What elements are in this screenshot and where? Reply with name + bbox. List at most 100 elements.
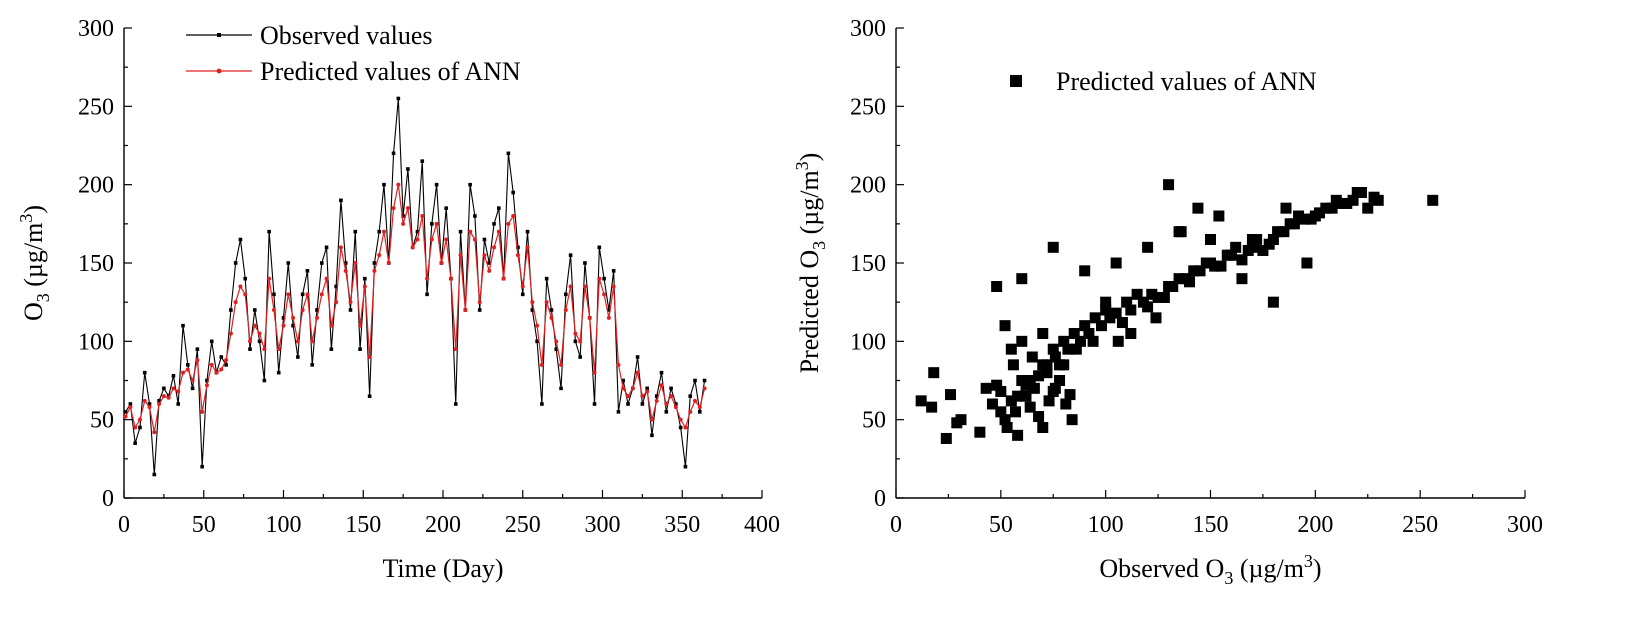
data-point-predicted: [582, 284, 587, 289]
data-point-predicted: [654, 398, 659, 403]
data-point-observed: [401, 214, 405, 218]
data-point-observed: [568, 253, 573, 257]
axis-title-part: (µg/m: [19, 223, 48, 294]
scatter-point: [1068, 328, 1080, 339]
data-point-observed: [329, 347, 334, 351]
x-axis-title: Time (Day): [382, 554, 503, 583]
scatter-point: [1215, 260, 1227, 272]
data-point-observed: [267, 229, 271, 234]
data-point-observed: [635, 355, 640, 359]
data-point-observed: [319, 261, 324, 265]
axis-title-part: 3: [1224, 568, 1233, 588]
x-tick-label: 50: [192, 512, 216, 538]
data-point-predicted: [429, 237, 434, 242]
legend: Observed values Predicted values of ANN: [186, 21, 521, 86]
scatter-point: [1049, 382, 1061, 394]
data-point-predicted: [243, 292, 248, 297]
data-point-observed: [540, 402, 544, 406]
data-point-predicted: [334, 300, 339, 305]
data-point-predicted: [487, 268, 492, 273]
data-point-predicted: [200, 409, 205, 414]
scatter-point: [915, 395, 927, 407]
scatter-point: [1334, 197, 1346, 209]
data-point-observed: [520, 292, 525, 297]
data-point-predicted: [147, 405, 152, 410]
x-tick-label: 0: [890, 512, 902, 538]
axis-title-part: (µg/m: [795, 170, 824, 241]
x-tick-label: 300: [585, 512, 621, 538]
data-point-observed: [602, 276, 606, 281]
y-tick-label: 50: [90, 408, 114, 434]
data-point-predicted: [640, 394, 645, 399]
y-tick-label: 100: [78, 329, 114, 355]
scatter-point: [991, 379, 1003, 391]
scatter-point: [1037, 328, 1049, 339]
x-tick-label: 250: [1402, 512, 1438, 538]
data-point-predicted: [649, 417, 654, 422]
scatter-point: [928, 367, 940, 379]
y-tick-label: 200: [78, 173, 114, 199]
scatter-point: [1064, 389, 1076, 401]
data-point-predicted: [185, 367, 190, 372]
scatter-point: [1054, 359, 1066, 371]
data-point-observed: [697, 410, 702, 414]
scatter-point: [1320, 202, 1332, 214]
data-point-predicted: [405, 206, 410, 211]
data-point-predicted: [262, 347, 267, 352]
data-point-observed: [640, 402, 645, 406]
data-point-predicted: [128, 405, 133, 410]
scatter-point: [1026, 351, 1038, 363]
data-point-observed: [406, 167, 410, 171]
data-point-predicted: [137, 417, 142, 422]
data-point-predicted: [252, 323, 257, 328]
data-point-predicted: [444, 237, 449, 242]
data-point-predicted: [573, 331, 578, 336]
scatter-point: [1104, 312, 1116, 324]
data-point-observed: [367, 394, 372, 398]
line-chart: 0 50 100 150 200 250 300 350 400 0 50 100 150 200 250 3…: [16, 16, 780, 583]
data-point-observed: [530, 308, 535, 312]
data-point-predicted: [511, 214, 516, 218]
x-tick-label: 350: [664, 512, 700, 538]
scatter-point: [1033, 411, 1045, 423]
scatter-point: [1100, 296, 1112, 308]
data-point-observed: [195, 347, 200, 351]
data-point-observed: [444, 206, 448, 210]
scatter-point: [1362, 202, 1374, 214]
data-point-observed: [310, 363, 315, 367]
data-point-observed: [324, 245, 329, 250]
scatter-point: [1054, 375, 1066, 386]
data-point-predicted: [319, 292, 324, 297]
data-point-predicted: [602, 292, 607, 297]
data-point-predicted: [635, 370, 640, 375]
data-point-predicted: [578, 339, 583, 344]
scatter-point: [999, 414, 1011, 426]
y-tick-label: 100: [850, 329, 886, 355]
scatter-point: [955, 414, 967, 426]
legend-marker-predicted: [216, 68, 222, 74]
data-point-predicted: [520, 284, 525, 289]
data-point-observed: [607, 308, 611, 312]
data-point-predicted: [401, 221, 406, 226]
data-point-predicted: [439, 261, 444, 265]
data-point-predicted: [554, 339, 559, 344]
scatter-point: [1062, 343, 1074, 355]
data-point-predicted: [415, 237, 420, 242]
data-point-observed: [138, 425, 142, 430]
data-point-observed: [248, 347, 252, 351]
scatter-point: [1112, 335, 1124, 347]
data-point-observed: [133, 441, 137, 445]
scatter-point: [945, 389, 957, 401]
scatter-point: [1272, 226, 1284, 238]
scatter-point: [1194, 265, 1206, 277]
axis-title-part: Predicted O: [795, 250, 824, 373]
scatter-point: [1049, 351, 1061, 363]
data-point-predicted: [645, 389, 650, 394]
data-point-predicted: [425, 276, 430, 281]
data-point-observed: [123, 410, 128, 414]
x-tick-label: 200: [1297, 512, 1333, 538]
data-point-observed: [372, 261, 377, 265]
axis-title-part: (µg/m: [1233, 554, 1304, 583]
data-point-observed: [516, 245, 520, 250]
data-point-observed: [583, 261, 587, 265]
